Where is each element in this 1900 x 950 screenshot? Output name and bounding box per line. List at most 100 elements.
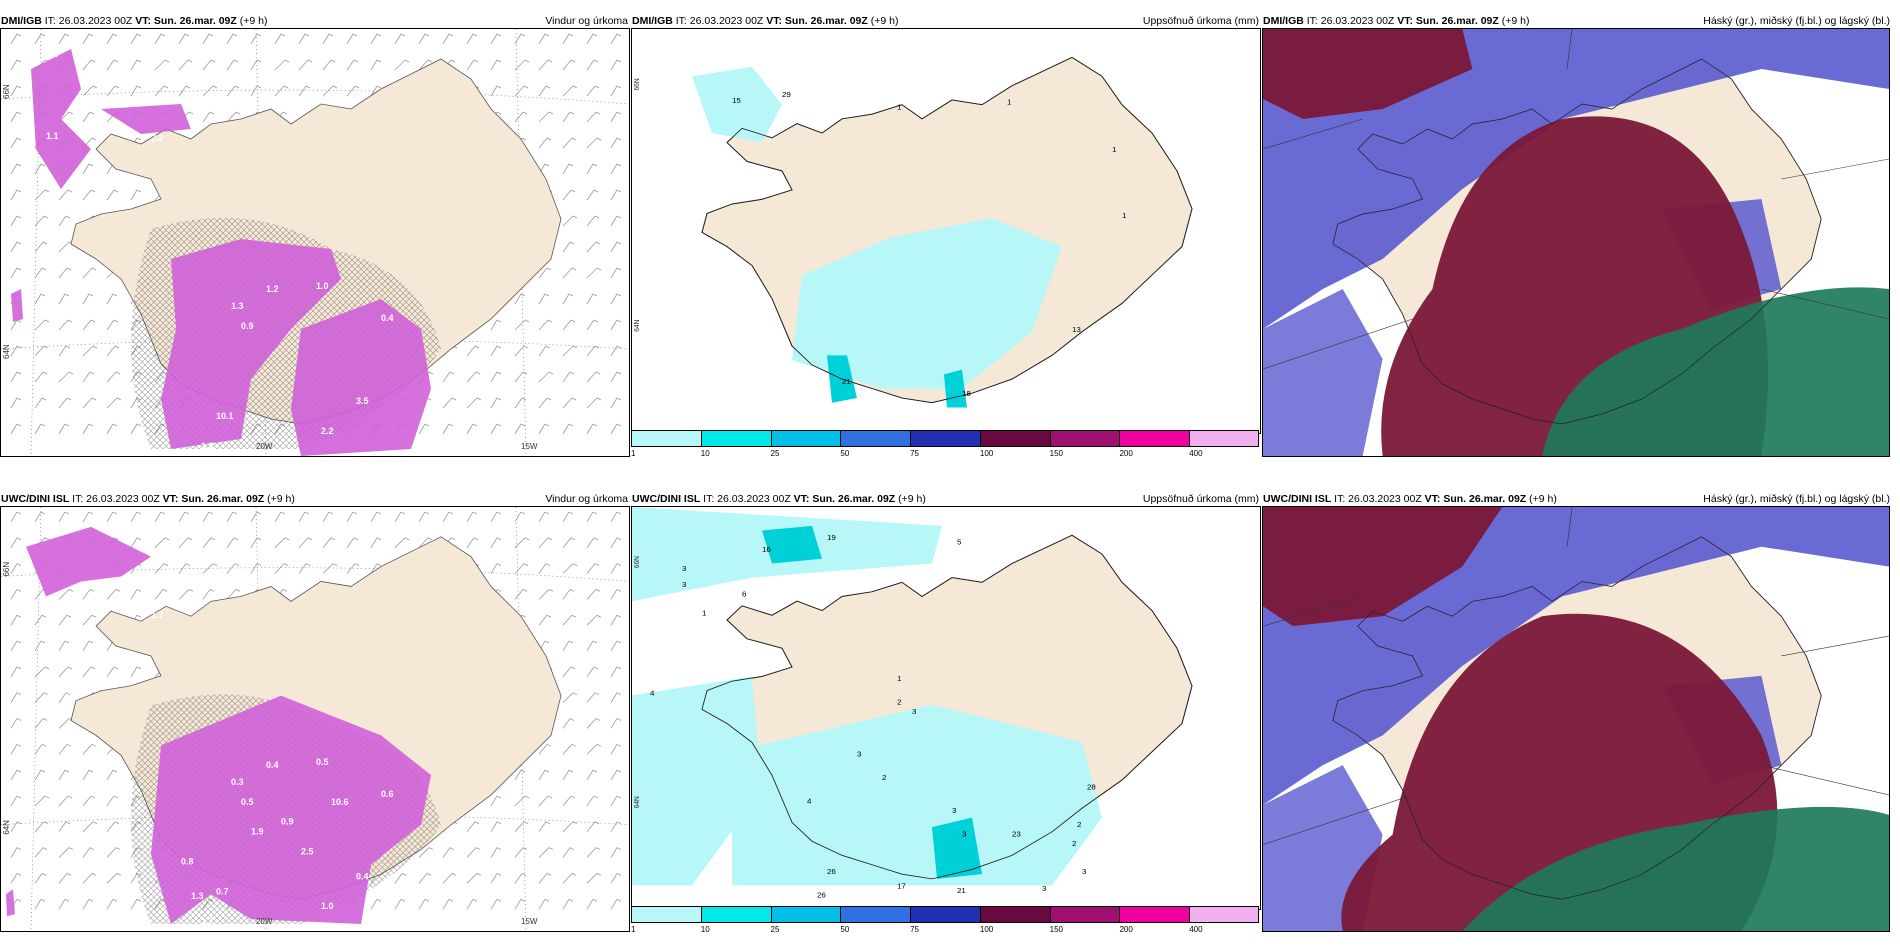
graticule xyxy=(1,29,629,456)
precip-value: 0.5 xyxy=(241,797,254,807)
colorbar-swatch xyxy=(910,906,980,923)
precip-value: 1.0 xyxy=(321,901,334,911)
wind-precip-map: 0.53.00.41.70.30.40.50.60.71.00.41.70.60… xyxy=(0,506,630,932)
precip-value: 17 xyxy=(897,882,906,891)
precip-value: 3 xyxy=(952,806,956,815)
valid-time: VT: Sun. 26.mar. 09Z xyxy=(1397,15,1499,27)
precip-value: 0.4 xyxy=(266,760,279,770)
colorbar-tick-label: 200 xyxy=(1119,925,1133,934)
colorbar-tick-label: 50 xyxy=(840,925,850,934)
precip-value: 1.2 xyxy=(266,284,279,294)
precip-value: 2 xyxy=(1077,820,1081,829)
panel-title: Háský (gr.), miðský (fj.bl.) og lágský (… xyxy=(1703,15,1890,27)
panel-title: Vindur og úrkoma xyxy=(545,15,628,27)
precip-value: 1.1 xyxy=(46,131,59,141)
precip-value: 0.6 xyxy=(381,789,394,799)
precip-value: 26 xyxy=(827,867,836,876)
precip-value: 3 xyxy=(1042,884,1046,893)
precip-value: 28 xyxy=(1087,783,1096,792)
lat-label: 66N xyxy=(634,556,641,568)
panel-uwc-precip: UWC/DINI ISL IT: 26.03.2023 00Z VT: Sun.… xyxy=(631,490,1261,935)
colorbar-tick-label: 1 xyxy=(631,925,636,934)
precip-areas xyxy=(692,66,1062,408)
panel-header: UWC/DINI ISL IT: 26.03.2023 00Z VT: Sun.… xyxy=(0,490,630,508)
panel-title: Háský (gr.), miðský (fj.bl.) og lágský (… xyxy=(1703,493,1890,505)
precip-value: 10.6 xyxy=(331,797,349,807)
colorbar-swatch xyxy=(840,430,911,447)
precip-value: 23 xyxy=(1012,830,1021,839)
wind-map-svg: 0.53.00.41.70.30.40.50.60.71.00.41.70.60… xyxy=(1,507,629,931)
colorbar-tick-label: 150 xyxy=(1049,925,1064,934)
panel-title: Vindur og úrkoma xyxy=(545,493,628,505)
precip-value: 2 xyxy=(882,773,886,782)
panel-title: Uppsöfnuð úrkoma (mm) xyxy=(1142,15,1259,27)
init-time: IT: 26.03.2023 00Z xyxy=(72,493,160,505)
colorbar-tick-label: 75 xyxy=(910,925,920,934)
init-time: IT: 26.03.2023 00Z xyxy=(703,493,791,505)
wind-map-svg: 0.31.12.02.21.31.21.00.410.12.23.51.81.3… xyxy=(1,29,629,456)
cloud-layers xyxy=(1263,507,1889,931)
precip-value: 1.3 xyxy=(191,891,204,901)
init-time: IT: 26.03.2023 00Z xyxy=(675,15,764,27)
colorbar-swatch xyxy=(1049,906,1120,923)
precip-value: 3 xyxy=(1082,867,1086,876)
colorbar-swatch xyxy=(631,906,701,923)
colorbar-tick-label: 200 xyxy=(1119,449,1133,458)
precip-value: 1 xyxy=(1007,98,1011,107)
valid-time: VT: Sun. 26.mar. 09Z xyxy=(766,15,868,27)
init-time: IT: 26.03.2023 00Z xyxy=(44,15,133,27)
precip-value: 16 xyxy=(762,545,771,554)
colorbar-tick-label: 25 xyxy=(770,925,780,934)
graticule xyxy=(1263,507,1889,845)
colorbar-tick-label: 75 xyxy=(910,449,920,458)
colorbar-swatch xyxy=(1049,430,1120,447)
colorbar-swatch xyxy=(840,906,911,923)
lon-label: 20W xyxy=(256,442,273,451)
lon-label: 15W xyxy=(521,917,538,926)
lat-label: 66N xyxy=(2,84,11,99)
panel-header: DMI/IGB IT: 26.03.2023 00Z VT: Sun. 26.m… xyxy=(0,12,630,30)
precip-value: 0.3 xyxy=(411,856,424,866)
colorbar-tick-label: 400 xyxy=(1189,449,1203,458)
cloud-cover-map xyxy=(1262,28,1890,457)
precip-value: 13 xyxy=(1072,325,1081,334)
precip-value: 1 xyxy=(1122,211,1126,220)
precip-value: 0.4 xyxy=(111,603,124,613)
precip-value: 26 xyxy=(817,891,826,900)
precip-value: 0.5 xyxy=(316,757,329,767)
precip-value: 18 xyxy=(962,389,971,398)
lead-time: (+9 h) xyxy=(898,493,926,505)
precip-value: 21 xyxy=(957,886,966,895)
init-time: IT: 26.03.2023 00Z xyxy=(1334,493,1422,505)
accumulated-precip-map: 5 3 3 19 16 6 1 4 1 2 3 3 2 4 3 3 23 26 26 17 21 28 2 2 3 3 66N 64N xyxy=(631,506,1261,910)
accumulated-precip-map: 15 29 1 1 1 1 21 18 13 66N 64N xyxy=(631,28,1261,434)
precip-value: 15 xyxy=(732,96,741,105)
lead-time: (+9 h) xyxy=(267,493,295,505)
colorbar-swatch xyxy=(700,906,771,923)
colorbar-swatch xyxy=(979,906,1050,923)
precip-value: 1 xyxy=(1112,145,1116,154)
panel-uwc-cloud: UWC/DINI ISL IT: 26.03.2023 00Z VT: Sun.… xyxy=(1262,490,1892,935)
precip-value: 1.3 xyxy=(231,301,244,311)
precip-areas xyxy=(11,49,431,456)
panel-title: Uppsöfnuð úrkoma (mm) xyxy=(1142,493,1259,505)
cloud-cover-map xyxy=(1262,506,1890,932)
colorbar-swatch xyxy=(700,430,771,447)
colorbar-tick-label: 400 xyxy=(1189,925,1203,934)
colorbar-swatch xyxy=(910,430,980,447)
colorbar-tick-label: 50 xyxy=(840,449,850,458)
precip-value: 3 xyxy=(682,580,686,589)
precip-value: 3.5 xyxy=(356,396,369,406)
precip-value: 1 xyxy=(702,608,706,617)
colorbar-tick-label: 100 xyxy=(979,449,994,458)
model-label: DMI/IGB xyxy=(1,15,42,27)
precip-value: 2 xyxy=(897,698,901,707)
precip-value: 4 xyxy=(807,797,812,806)
colorbar-swatch xyxy=(1119,906,1190,923)
colorbar-tick-label: 1 xyxy=(631,449,636,458)
valid-time: VT: Sun. 26.mar. 09Z xyxy=(1424,493,1527,505)
precip-value: 3 xyxy=(962,830,966,839)
precip-value: 2.2 xyxy=(151,133,164,143)
lon-label: 20W xyxy=(256,917,273,926)
